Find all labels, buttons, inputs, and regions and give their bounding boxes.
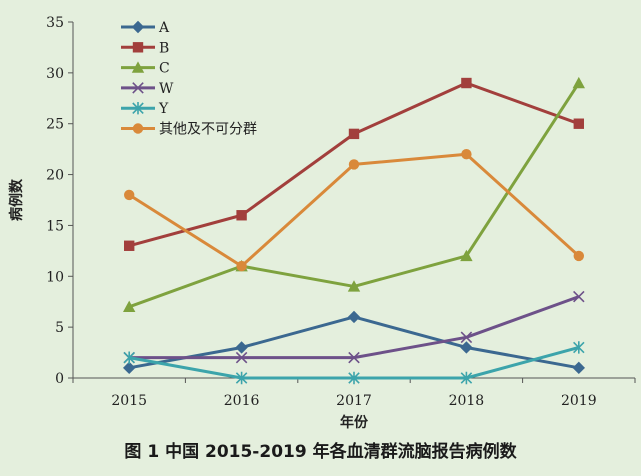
y-tick-label: 10 [46, 269, 64, 285]
legend-label: A [158, 20, 170, 36]
data-point [572, 76, 585, 89]
x-axis-label: 年份 [340, 414, 369, 430]
data-point [235, 351, 248, 364]
data-point [573, 250, 584, 262]
data-point [460, 249, 473, 262]
legend-label: 其他及不可分群 [159, 122, 257, 138]
legend-entry: A [121, 20, 170, 36]
y-tick-label: 20 [46, 168, 64, 184]
data-point [460, 331, 473, 344]
series-line [128, 152, 580, 268]
data-point [460, 371, 473, 385]
legend-marker [132, 102, 144, 115]
data-point [348, 128, 360, 140]
line-chart: 0 5 10 15 20 25 30 35 2015 2016 2017 2018 2019 ABCWY… [8, 15, 636, 430]
legend-label: B [159, 40, 169, 56]
data-point [573, 118, 584, 129]
x-tick-label: 2019 [561, 393, 597, 409]
legend-marker [131, 20, 145, 34]
y-tick-label: 30 [46, 66, 64, 82]
legend-entry: Y [121, 101, 169, 117]
data-point [235, 371, 248, 385]
data-point [460, 341, 473, 354]
series-5 [124, 149, 584, 272]
y-tick-label: 0 [55, 371, 64, 387]
series-1 [124, 77, 584, 251]
data-point [123, 351, 135, 364]
y-axis-label: 病例数 [8, 178, 25, 221]
y-tick-label: 25 [46, 117, 64, 133]
data-point [572, 361, 585, 375]
y-tick-label: 15 [46, 218, 64, 234]
data-point [124, 189, 135, 201]
y-tick-label: 5 [55, 320, 64, 336]
data-point [461, 77, 472, 89]
data-point [236, 210, 247, 221]
x-tick-label: 2016 [224, 393, 260, 409]
data-point [348, 351, 360, 364]
legend-marker [132, 82, 144, 94]
data-point [573, 341, 585, 354]
series-layer [123, 76, 585, 385]
legend-marker [132, 123, 144, 134]
legend-marker [132, 42, 144, 53]
legend-label: C [159, 61, 170, 77]
series-2 [123, 76, 585, 312]
legend-entry: W [121, 81, 174, 97]
data-point [123, 361, 136, 375]
axes: 0 5 10 15 20 25 30 35 2015 2016 2017 2018 2019 [46, 15, 636, 409]
data-point [235, 341, 248, 354]
data-point [236, 260, 247, 272]
data-point [348, 371, 360, 385]
data-point [347, 310, 361, 324]
series-line [128, 315, 580, 370]
data-point [573, 290, 585, 303]
data-point [461, 149, 472, 160]
data-point [347, 280, 361, 292]
legend-entry: B [121, 40, 169, 56]
series-0 [123, 310, 585, 375]
x-tick-label: 2017 [336, 393, 372, 409]
legend-label: W [159, 81, 174, 97]
data-point [123, 300, 136, 312]
legend-label: Y [158, 101, 169, 117]
figure-caption: 图 1 中国 2015-2019 年各血清群流脑报告病例数 [124, 442, 517, 462]
y-tick-label: 35 [46, 15, 64, 31]
series-3 [123, 290, 585, 364]
data-point [124, 240, 135, 251]
series-line [129, 295, 580, 360]
legend-marker [131, 61, 145, 73]
x-tick-label: 2015 [111, 393, 147, 409]
legend-entry: C [121, 61, 170, 77]
x-tick-label: 2018 [449, 393, 485, 409]
legend-entry: 其他及不可分群 [121, 122, 257, 138]
data-point [348, 159, 360, 170]
series-4 [123, 341, 585, 385]
